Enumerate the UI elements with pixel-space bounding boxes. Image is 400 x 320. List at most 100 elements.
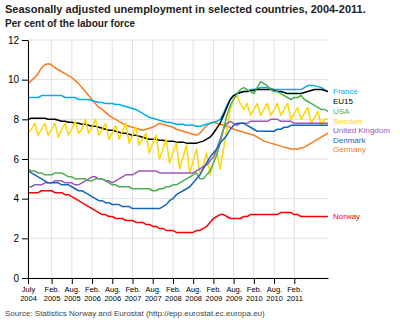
lines — [28, 64, 328, 233]
tick: 8 — [13, 114, 28, 125]
tick-mark — [173, 278, 174, 284]
series-label: France — [333, 87, 358, 96]
tick-mark — [22, 119, 28, 120]
tick: 10 — [8, 74, 28, 85]
tick-label-line: 2006 — [104, 294, 121, 303]
tick-mark — [52, 278, 53, 284]
tick-label: 2 — [13, 233, 19, 244]
series-label: United Kingdom — [333, 126, 390, 135]
tick-label: Aug.2006 — [104, 285, 121, 302]
series-label: EU15 — [333, 97, 354, 106]
tick: 12 — [8, 35, 28, 46]
tick-label: Aug.2009 — [226, 285, 243, 302]
grid-line — [152, 40, 153, 278]
tick-label: 4 — [13, 193, 19, 204]
subtitle: Per cent of the labour force — [5, 18, 135, 29]
tick-label-line: 2006 — [84, 294, 101, 303]
tick-mark — [22, 199, 28, 200]
tick-label: 12 — [8, 35, 20, 46]
tick-label: 0 — [13, 273, 19, 284]
series-label: Denmark — [333, 136, 366, 145]
tick-label-line: 2010 — [246, 294, 263, 303]
line — [28, 123, 328, 208]
grid-line — [71, 40, 72, 278]
tick-label: Feb.2008 — [165, 285, 182, 302]
grid-line — [132, 40, 133, 278]
tick-label-line: 2007 — [145, 294, 162, 303]
plot: 024681012July2004Feb.2005Aug.2005Feb.200… — [8, 35, 390, 303]
tick-label: Aug.2007 — [145, 285, 162, 302]
tick-mark — [213, 278, 214, 284]
tick-label: Aug.2005 — [64, 285, 81, 302]
line — [28, 119, 328, 186]
tick: Aug.2005 — [64, 278, 81, 303]
tick-label-line: 2004 — [20, 294, 37, 303]
grid — [28, 40, 328, 278]
tick-mark — [294, 278, 295, 284]
series-label: Germany — [333, 145, 366, 154]
tick: Feb.2005 — [44, 278, 61, 303]
title: Seasonally adjusted unemployment in sele… — [5, 3, 366, 15]
tick-label-line: 2009 — [226, 294, 243, 303]
series-labels: FranceEU15USASwedenUnited KingdomDenmark… — [333, 87, 390, 221]
series-label: Sweden — [333, 117, 362, 126]
line — [28, 82, 328, 191]
grid-line — [92, 40, 93, 278]
chart: Seasonally adjusted unemployment in sele… — [0, 0, 400, 320]
grid-line — [28, 119, 328, 120]
tick: Aug.2008 — [185, 278, 202, 303]
tick-label-line: 2008 — [185, 294, 202, 303]
tick: Feb.2008 — [165, 278, 182, 303]
tick: Aug.2007 — [145, 278, 162, 303]
tick-label-line: 2010 — [266, 294, 283, 303]
page: {"chart_data": { "type": "line", "title"… — [0, 0, 400, 320]
tick-label-line: 2005 — [44, 294, 61, 303]
y-axis-line — [28, 41, 29, 279]
x-axis-line — [29, 278, 329, 279]
tick-label: Aug.2008 — [185, 285, 202, 302]
tick-mark — [22, 238, 28, 239]
tick: Aug.2010 — [266, 278, 283, 303]
grid-line — [28, 40, 328, 41]
tick-mark — [28, 278, 29, 284]
tick-mark — [72, 278, 73, 284]
tick-label: 6 — [13, 154, 19, 165]
grid-line — [51, 40, 52, 278]
line — [28, 64, 328, 149]
tick: 6 — [13, 154, 28, 165]
tick: Feb.2006 — [84, 278, 101, 303]
grid-line — [294, 40, 295, 278]
grid-line — [233, 40, 234, 278]
series-label: Norway — [333, 212, 360, 221]
tick-mark — [132, 278, 133, 284]
tick-label-line: 2005 — [64, 294, 81, 303]
tick-label: 10 — [8, 74, 20, 85]
tick-mark — [274, 278, 275, 284]
tick: July2004 — [20, 278, 37, 303]
tick-mark — [234, 278, 235, 284]
tick-mark — [22, 40, 28, 41]
tick-label: Feb.2009 — [206, 285, 223, 302]
tick-label: Feb.2011 — [287, 285, 303, 302]
tick: Aug.2006 — [104, 278, 121, 303]
grid-line — [253, 40, 254, 278]
tick-mark — [92, 278, 93, 284]
tick-label: Feb.2006 — [84, 285, 101, 302]
tick: 2 — [13, 233, 28, 244]
tick-mark — [22, 80, 28, 81]
tick: Feb.2011 — [287, 278, 303, 303]
tick-label: 8 — [13, 114, 19, 125]
series-label: USA — [333, 107, 350, 116]
tick: Feb.2010 — [246, 278, 263, 303]
tick-label-line: 2008 — [165, 294, 182, 303]
x-axis: July2004 Feb.2005Aug.2005Feb.2006Aug.2006… — [20, 278, 328, 303]
tick: 0 — [13, 273, 28, 284]
tick-mark — [193, 278, 194, 284]
tick-label-line: 2009 — [206, 294, 223, 303]
tick-label: Feb.2010 — [246, 285, 263, 302]
line — [28, 90, 328, 144]
tick: Feb.2009 — [206, 278, 223, 303]
grid-line — [112, 40, 113, 278]
grid-line — [172, 40, 173, 278]
line — [28, 96, 328, 175]
